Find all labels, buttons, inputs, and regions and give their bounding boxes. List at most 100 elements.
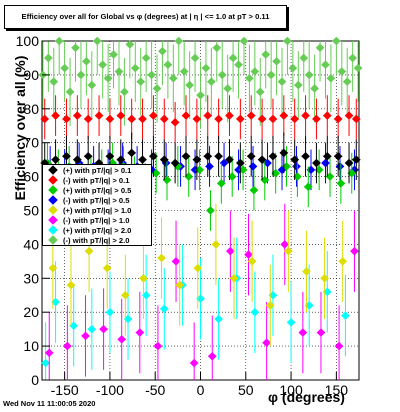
data-point — [244, 250, 253, 259]
data-point — [157, 253, 166, 263]
data-point — [44, 53, 53, 63]
data-point — [81, 331, 90, 341]
legend: (+) with pT/|q| > 0.1 (-) with pT/|q| > 0… — [42, 164, 152, 246]
data-point — [121, 290, 130, 300]
data-point — [212, 43, 222, 53]
data-point — [138, 155, 147, 164]
data-point — [228, 53, 238, 63]
data-point — [303, 182, 313, 192]
data-point — [335, 162, 345, 171]
y-tick-label: 60 — [23, 169, 39, 185]
data-point — [315, 43, 325, 53]
data-point — [323, 111, 332, 120]
data-point — [185, 80, 194, 90]
data-point — [306, 165, 316, 175]
data-point — [323, 287, 332, 297]
data-point — [325, 172, 335, 181]
data-point — [272, 57, 281, 66]
data-point — [314, 165, 324, 175]
data-point — [135, 328, 145, 337]
legend-entry: (-) with pT/|q| > 0.1 — [43, 175, 151, 185]
data-point — [179, 67, 189, 76]
axis-ticks: 0 10 20 30 40 50 60 70 80 90 100 -150 -100 -50 0 50 100 1… — [16, 33, 349, 398]
legend-entry: (+) with pT/|q| > 1.0 — [43, 205, 151, 215]
data-point — [250, 67, 260, 76]
data-point — [236, 158, 245, 168]
x-tick-label: 0 — [197, 382, 205, 398]
data-point — [65, 87, 75, 97]
data-point — [116, 155, 126, 164]
legend-label: (-) with pT/|q| > 1.0 — [63, 215, 130, 225]
data-point — [120, 87, 129, 97]
data-point — [312, 114, 321, 124]
data-point — [193, 263, 203, 273]
data-point — [348, 53, 357, 63]
data-point — [344, 158, 354, 168]
legend-marker — [48, 235, 58, 245]
data-point — [323, 151, 332, 161]
data-point — [229, 274, 239, 283]
data-point — [225, 111, 234, 120]
data-point — [245, 73, 254, 83]
legend-label: (+) with pT/|q| > 0.1 — [63, 165, 132, 175]
data-point — [344, 111, 354, 120]
data-point — [298, 328, 308, 337]
y-tick-label: 100 — [16, 33, 40, 49]
data-point — [105, 307, 115, 317]
data-point — [62, 114, 71, 124]
data-point — [151, 168, 161, 178]
legend-label: (+) with pT/|q| > 0.5 — [63, 185, 132, 195]
data-point — [290, 155, 299, 164]
data-point — [247, 257, 257, 266]
data-point — [41, 358, 50, 368]
data-point — [60, 63, 69, 73]
data-point — [158, 46, 167, 56]
data-point — [351, 155, 361, 164]
data-point — [227, 172, 237, 181]
data-point — [316, 328, 326, 337]
data-point — [170, 118, 180, 127]
data-point — [189, 358, 199, 368]
data-point — [217, 179, 226, 188]
data-point — [350, 246, 359, 256]
data-point — [223, 84, 232, 93]
data-point — [175, 280, 184, 290]
data-point — [219, 158, 229, 168]
data-point — [332, 36, 341, 46]
data-point — [341, 311, 350, 320]
data-point — [277, 165, 287, 175]
data-point — [108, 158, 117, 168]
legend-label: (+) with pT/|q| > 1.0 — [63, 205, 132, 215]
data-point — [139, 274, 148, 283]
data-point — [141, 290, 151, 300]
data-point — [337, 67, 347, 76]
data-point — [63, 341, 72, 351]
data-point — [40, 158, 50, 168]
data-point — [293, 172, 302, 181]
legend-entry: (+) with pT/|q| > 0.5 — [43, 185, 151, 195]
data-point — [162, 175, 172, 185]
data-point — [266, 70, 276, 80]
series-5 — [44, 203, 359, 380]
data-point — [138, 114, 147, 124]
data-point — [206, 206, 215, 215]
data-point — [136, 77, 146, 86]
data-point — [49, 77, 59, 86]
data-point — [288, 63, 298, 73]
data-point — [149, 151, 158, 161]
data-point — [333, 114, 343, 124]
data-point — [147, 70, 156, 80]
data-point — [163, 60, 173, 70]
legend-marker — [48, 215, 58, 225]
data-point — [338, 257, 347, 266]
data-point — [98, 60, 107, 70]
x-tick-label: -50 — [145, 382, 165, 398]
data-point — [69, 321, 78, 331]
data-point — [239, 36, 249, 46]
data-point — [268, 114, 278, 124]
data-point — [87, 80, 97, 90]
data-point — [103, 73, 113, 83]
data-point — [268, 290, 278, 300]
data-point — [171, 257, 181, 266]
data-point — [174, 36, 184, 46]
